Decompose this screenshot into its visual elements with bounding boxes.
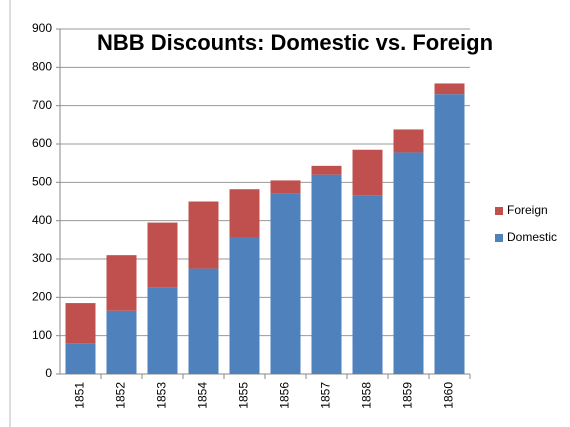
bar-segment [188, 201, 219, 269]
bar-segment [311, 174, 342, 374]
bar-segment [352, 195, 383, 374]
bar-segment [229, 189, 260, 238]
y-tick-label: 900 [32, 21, 52, 35]
chart-title: NBB Discounts: Domestic vs. Foreign [97, 30, 493, 55]
y-tick-label: 0 [45, 366, 52, 380]
y-tick-label: 300 [32, 251, 52, 265]
legend-label: Foreign [507, 203, 548, 217]
bar-segment [229, 237, 260, 374]
x-tick-label: 1855 [237, 382, 251, 409]
x-tick-label: 1852 [114, 382, 128, 409]
x-tick-label: 1857 [319, 382, 333, 409]
bar-segment [393, 129, 424, 153]
bar-segment [311, 165, 342, 175]
x-tick-label: 1856 [278, 382, 292, 409]
bar-segment [106, 310, 137, 374]
x-tick-label: 1854 [196, 382, 210, 409]
bar-segment [106, 255, 137, 311]
bar-segment [434, 94, 465, 375]
bar-segment [188, 268, 219, 374]
bar-segment [147, 287, 178, 374]
bar-segment [393, 152, 424, 374]
x-tick-label: 1860 [442, 382, 456, 409]
y-tick-label: 100 [32, 328, 52, 342]
x-tick-label: 1858 [360, 382, 374, 409]
y-tick-label: 200 [32, 290, 52, 304]
bar-segment [270, 193, 301, 374]
y-tick-label: 500 [32, 175, 52, 189]
legend-swatch [495, 234, 503, 242]
y-tick-label: 700 [32, 98, 52, 112]
legend-swatch [495, 207, 503, 215]
bar-segment [65, 343, 96, 374]
y-tick-label: 800 [32, 60, 52, 74]
y-tick-label: 600 [32, 136, 52, 150]
x-tick-label: 1851 [73, 382, 87, 409]
x-tick-label: 1859 [401, 382, 415, 409]
bar-segment [270, 180, 301, 194]
bar-segment [352, 149, 383, 196]
bar-segment [65, 303, 96, 344]
x-tick-label: 1853 [155, 382, 169, 409]
legend-label: Domestic [507, 230, 557, 244]
bar-segment [147, 222, 178, 288]
y-tick-label: 400 [32, 213, 52, 227]
bar-segment [434, 83, 465, 95]
